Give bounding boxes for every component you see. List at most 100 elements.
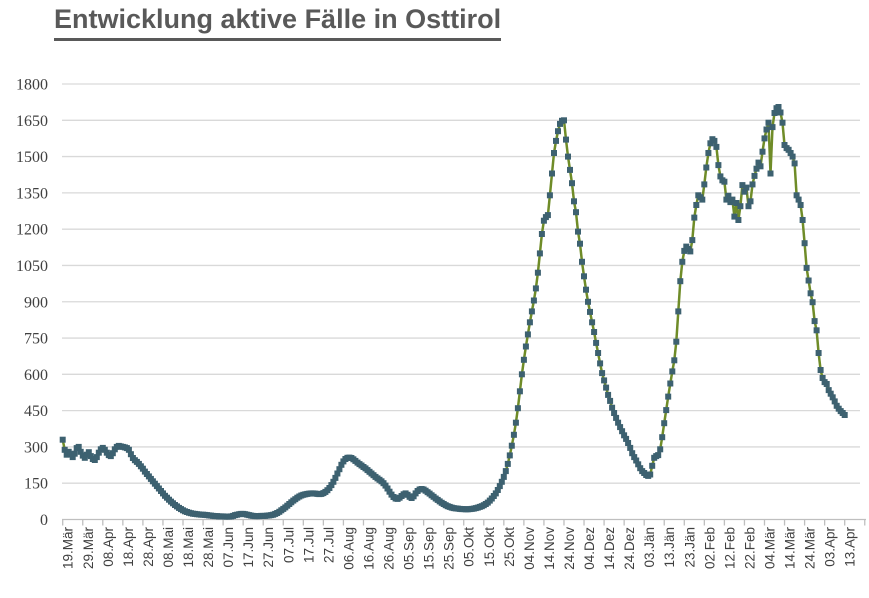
y-axis-tick-label: 450	[24, 403, 48, 420]
x-axis-tick-label: 29.Mär	[81, 527, 96, 570]
x-axis-tick-label: 25.Sep	[442, 527, 457, 570]
data-point-marker	[69, 454, 76, 461]
data-point-marker	[779, 119, 786, 126]
x-axis-tick-label: 05.Okt	[462, 527, 477, 567]
data-point-marker	[733, 200, 740, 206]
data-point-marker	[518, 371, 525, 378]
data-point-marker	[601, 377, 608, 384]
x-axis-tick-label: 14.Mär	[783, 527, 798, 570]
data-point-marker	[603, 384, 610, 391]
data-point-marker	[745, 203, 752, 210]
data-point-marker	[330, 478, 337, 485]
data-point-marker	[613, 414, 620, 421]
x-axis-tick-label: 05.Sep	[402, 527, 417, 570]
x-axis-tick-label: 15.Okt	[482, 527, 497, 567]
x-axis-tick-label: 16.Aug	[361, 527, 376, 570]
x-axis-tick-label: 08.Mai	[161, 527, 176, 568]
data-point-marker	[561, 117, 567, 124]
data-point-marker	[514, 405, 521, 412]
x-axis-tick-label: 07.Jun	[221, 527, 236, 568]
data-point-marker	[741, 188, 748, 195]
data-point-marker	[599, 370, 606, 377]
y-axis-tick-label: 900	[24, 294, 48, 311]
data-point-marker	[791, 160, 798, 167]
data-point-marker	[587, 308, 593, 315]
data-point-marker	[799, 217, 806, 223]
y-axis-tick-label: 600	[24, 367, 48, 384]
x-axis-tick-label: 03.Apr	[823, 527, 838, 567]
y-axis-labels: 0 150 300 450 600 750 900 1050 1200 1350 1500 1650 1…	[16, 77, 48, 530]
data-point-marker	[496, 483, 503, 490]
data-point-marker	[667, 380, 674, 387]
x-axis-tick-label: 26.Aug	[382, 527, 397, 570]
data-point-marker	[336, 466, 343, 473]
y-axis-tick-label: 0	[40, 512, 48, 529]
data-point-marker	[795, 196, 802, 203]
data-point-marker	[595, 350, 602, 356]
data-point-marker	[553, 137, 559, 144]
data-point-marker	[747, 198, 754, 205]
data-point-marker	[699, 196, 706, 203]
data-point-marker	[544, 212, 551, 219]
data-point-marker	[573, 209, 579, 216]
data-point-marker	[805, 277, 812, 284]
data-point-marker	[577, 240, 583, 247]
x-axis-tick-label: 14.Dez	[602, 527, 617, 570]
data-point-marker	[687, 248, 694, 255]
y-axis-tick-label: 1200	[16, 222, 48, 239]
gridlines	[62, 83, 860, 484]
data-point-marker	[649, 462, 656, 469]
data-point-marker	[526, 319, 533, 326]
data-point-marker	[665, 393, 672, 400]
y-axis-tick-label: 1350	[16, 185, 48, 202]
data-point-marker	[81, 454, 88, 461]
data-point-marker	[769, 124, 776, 131]
data-point-marker	[597, 360, 604, 367]
data-point-marker	[520, 356, 527, 363]
data-point-marker	[743, 184, 750, 191]
data-point-marker	[661, 420, 668, 427]
data-point-marker	[522, 343, 529, 350]
data-point-marker	[627, 444, 634, 451]
data-point-marker	[781, 142, 788, 148]
data-point-marker	[659, 434, 666, 441]
data-point-marker	[631, 454, 638, 461]
data-point-marker	[679, 258, 686, 265]
x-axis-tick-label: 03.Jän	[642, 527, 657, 568]
data-point-marker	[635, 461, 642, 468]
data-point-marker	[707, 140, 714, 147]
data-point-marker	[705, 150, 712, 156]
data-point-marker	[338, 461, 345, 468]
data-point-marker	[723, 196, 730, 203]
data-point-marker	[615, 419, 622, 426]
data-point-marker	[593, 339, 600, 346]
x-axis-tick-label: 13.Jän	[662, 527, 677, 568]
data-point-marker	[827, 390, 834, 397]
data-point-marker	[753, 165, 760, 172]
data-point-marker	[673, 338, 680, 345]
data-point-marker	[605, 391, 612, 398]
data-point-marker	[755, 159, 762, 166]
data-point-marker	[803, 264, 810, 271]
x-axis-tick-label: 04.Nov	[522, 527, 537, 570]
data-point-marker	[785, 146, 792, 153]
data-point-marker	[125, 446, 132, 453]
data-point-marker	[831, 398, 838, 405]
x-axis-tick-label: 24.Mär	[803, 527, 818, 570]
data-point-marker	[591, 329, 598, 335]
x-axis-tick-label: 24.Nov	[562, 527, 577, 570]
x-axis-labels: 19.Mär 29.Mär 08.Apr 18.Apr 28.Apr 08.Mai 18.M…	[61, 527, 858, 570]
data-point-marker	[655, 452, 662, 459]
y-axis-tick-label: 1500	[16, 149, 48, 166]
data-point-marker	[334, 470, 341, 477]
x-axis-tick-label: 22.Feb	[742, 527, 757, 569]
y-axis-tick-label: 1800	[16, 77, 48, 94]
data-point-marker	[540, 217, 547, 224]
data-point-marker	[793, 192, 800, 199]
data-point-marker	[607, 397, 614, 404]
x-axis-tick-label: 25.Okt	[502, 527, 517, 567]
x-axis-tick-label: 04.Dez	[582, 527, 597, 570]
data-point-marker	[589, 319, 596, 326]
data-point-marker	[777, 109, 784, 116]
